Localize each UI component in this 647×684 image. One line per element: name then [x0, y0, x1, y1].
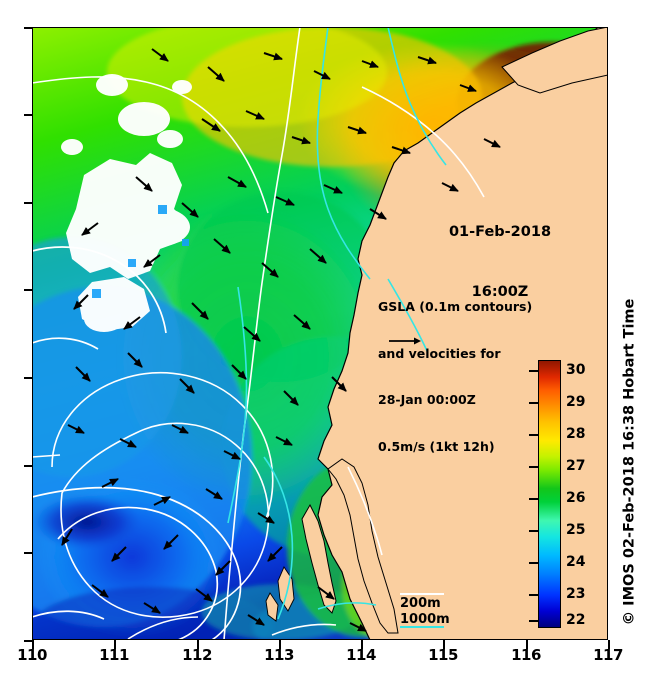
- y-tick-mark: [24, 202, 33, 204]
- colorbar-tick-mark: [529, 562, 538, 564]
- gsla-line-1: GSLA (0.1m contours): [378, 299, 533, 314]
- depth-label-1000m: 1000m: [400, 612, 450, 627]
- sst-colorbar[interactable]: [538, 360, 561, 628]
- credit-block: © IMOS 02-Feb-2018 16:38 Hobart Time: [612, 27, 646, 640]
- colorbar-tick-label: 22: [566, 612, 586, 628]
- y-tick-mark: [24, 552, 33, 554]
- gsla-contours-layer: [32, 246, 242, 640]
- velocity-scale-arrow-icon: [389, 337, 421, 345]
- gsla-line-2: and velocities for: [378, 345, 501, 361]
- x-tick-label: 116: [511, 646, 541, 664]
- x-tick-label: 115: [428, 646, 458, 664]
- gsla-annotation: GSLA (0.1m contours) and velocities for …: [378, 268, 532, 485]
- y-tick-mark: [24, 640, 33, 642]
- x-tick-mark: [197, 640, 199, 649]
- depth-legend-line-1000m: [400, 626, 444, 628]
- gsla-line-3: 28-Jan 00:00Z: [378, 392, 476, 407]
- x-tick-mark: [443, 640, 445, 649]
- y-tick-mark: [24, 377, 33, 379]
- datestamp-annotation: 01-Feb-2018 16:00Z: [440, 182, 560, 342]
- colorbar-tick-mark: [529, 620, 538, 622]
- x-tick-mark: [526, 640, 528, 649]
- colorbar-tick-label: 28: [566, 426, 586, 442]
- gsla-line-4: 0.5m/s (1kt 12h): [378, 438, 495, 454]
- velocity-vectors-layer: [61, 48, 501, 632]
- colorbar-tick-label: 25: [566, 522, 586, 538]
- x-tick-mark: [608, 640, 610, 649]
- colorbar-tick-mark: [529, 594, 538, 596]
- y-tick-mark: [24, 465, 33, 467]
- y-tick-mark: [24, 289, 33, 291]
- x-tick-label: 113: [264, 646, 294, 664]
- land-layer: [265, 27, 608, 640]
- y-tick-mark: [24, 27, 33, 29]
- colorbar-tick-mark: [529, 434, 538, 436]
- datestamp-date: 01-Feb-2018: [448, 224, 552, 240]
- datestamp-time: 16:00Z: [471, 284, 529, 300]
- x-tick-label: 117: [593, 646, 623, 664]
- x-tick-label: 110: [17, 646, 47, 664]
- depth-label-200m: 200m: [400, 596, 441, 611]
- x-tick-label: 112: [182, 646, 212, 664]
- x-tick-label: 111: [99, 646, 129, 664]
- sst-map-plot[interactable]: [32, 27, 608, 640]
- colorbar-tick-mark: [529, 402, 538, 404]
- x-tick-label: 114: [346, 646, 376, 664]
- colorbar-tick-mark: [529, 370, 538, 372]
- colorbar-tick-mark: [529, 530, 538, 532]
- colorbar-tick-label: 23: [566, 586, 586, 602]
- depth-legend: 200m 1000m: [400, 596, 450, 628]
- colorbar-tick-label: 27: [566, 458, 586, 474]
- y-tick-mark: [24, 114, 33, 116]
- colorbar-tick-label: 26: [566, 490, 586, 506]
- x-tick-mark: [361, 640, 363, 649]
- colorbar-tick-label: 24: [566, 554, 586, 570]
- x-tick-mark: [279, 640, 281, 649]
- colorbar-tick-mark: [529, 498, 538, 500]
- x-tick-mark: [32, 640, 34, 649]
- colorbar-tick-label: 30: [566, 362, 586, 378]
- depth-legend-line-200m: [400, 593, 444, 595]
- colorbar-tick-mark: [529, 466, 538, 468]
- x-tick-mark: [114, 640, 116, 649]
- credit-text: © IMOS 02-Feb-2018 16:38 Hobart Time: [621, 298, 637, 626]
- colorbar-tick-label: 29: [566, 394, 586, 410]
